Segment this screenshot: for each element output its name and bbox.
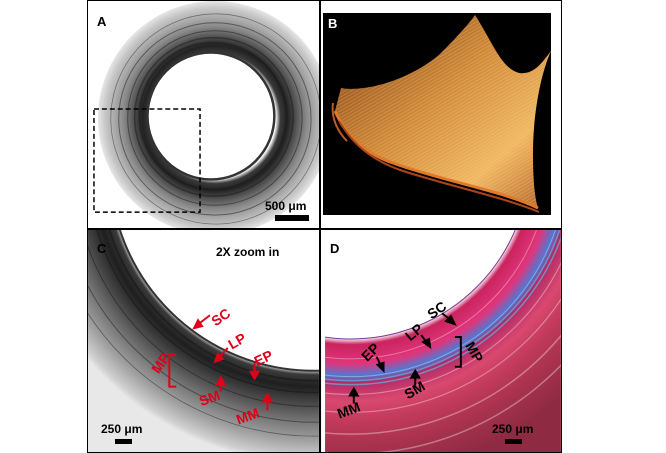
panel-d-scale-bar — [505, 439, 522, 444]
panel-a-image — [93, 1, 319, 228]
zoom-region-box — [93, 108, 201, 213]
panel-d: D SC LP EP MP SM MM 250 μm — [320, 229, 562, 453]
panel-a-scale-text: 500 μm — [265, 199, 307, 213]
panel-d-scale-text: 250 μm — [492, 422, 534, 436]
panel-d-label: D — [330, 241, 340, 256]
panel-c-scale-text: 250 μm — [101, 422, 143, 436]
panel-a-label: A — [97, 14, 107, 29]
panel-b-label: B — [328, 16, 338, 31]
panel-a-scale-bar — [275, 215, 309, 221]
panel-b-image-area — [323, 13, 551, 215]
panel-c-label: C — [97, 241, 107, 256]
panel-c-scale-bar — [115, 439, 132, 444]
panel-b: B — [320, 0, 562, 229]
panel-b-image — [331, 15, 551, 213]
panel-c-image — [88, 230, 319, 452]
zoom-note: 2X zoom in — [216, 245, 280, 259]
panel-d-image — [321, 230, 561, 452]
panel-c: C 2X zoom in SC LP EP MP SM MM 250 μm — [87, 229, 320, 453]
panel-a: A 500 μm — [87, 0, 320, 229]
